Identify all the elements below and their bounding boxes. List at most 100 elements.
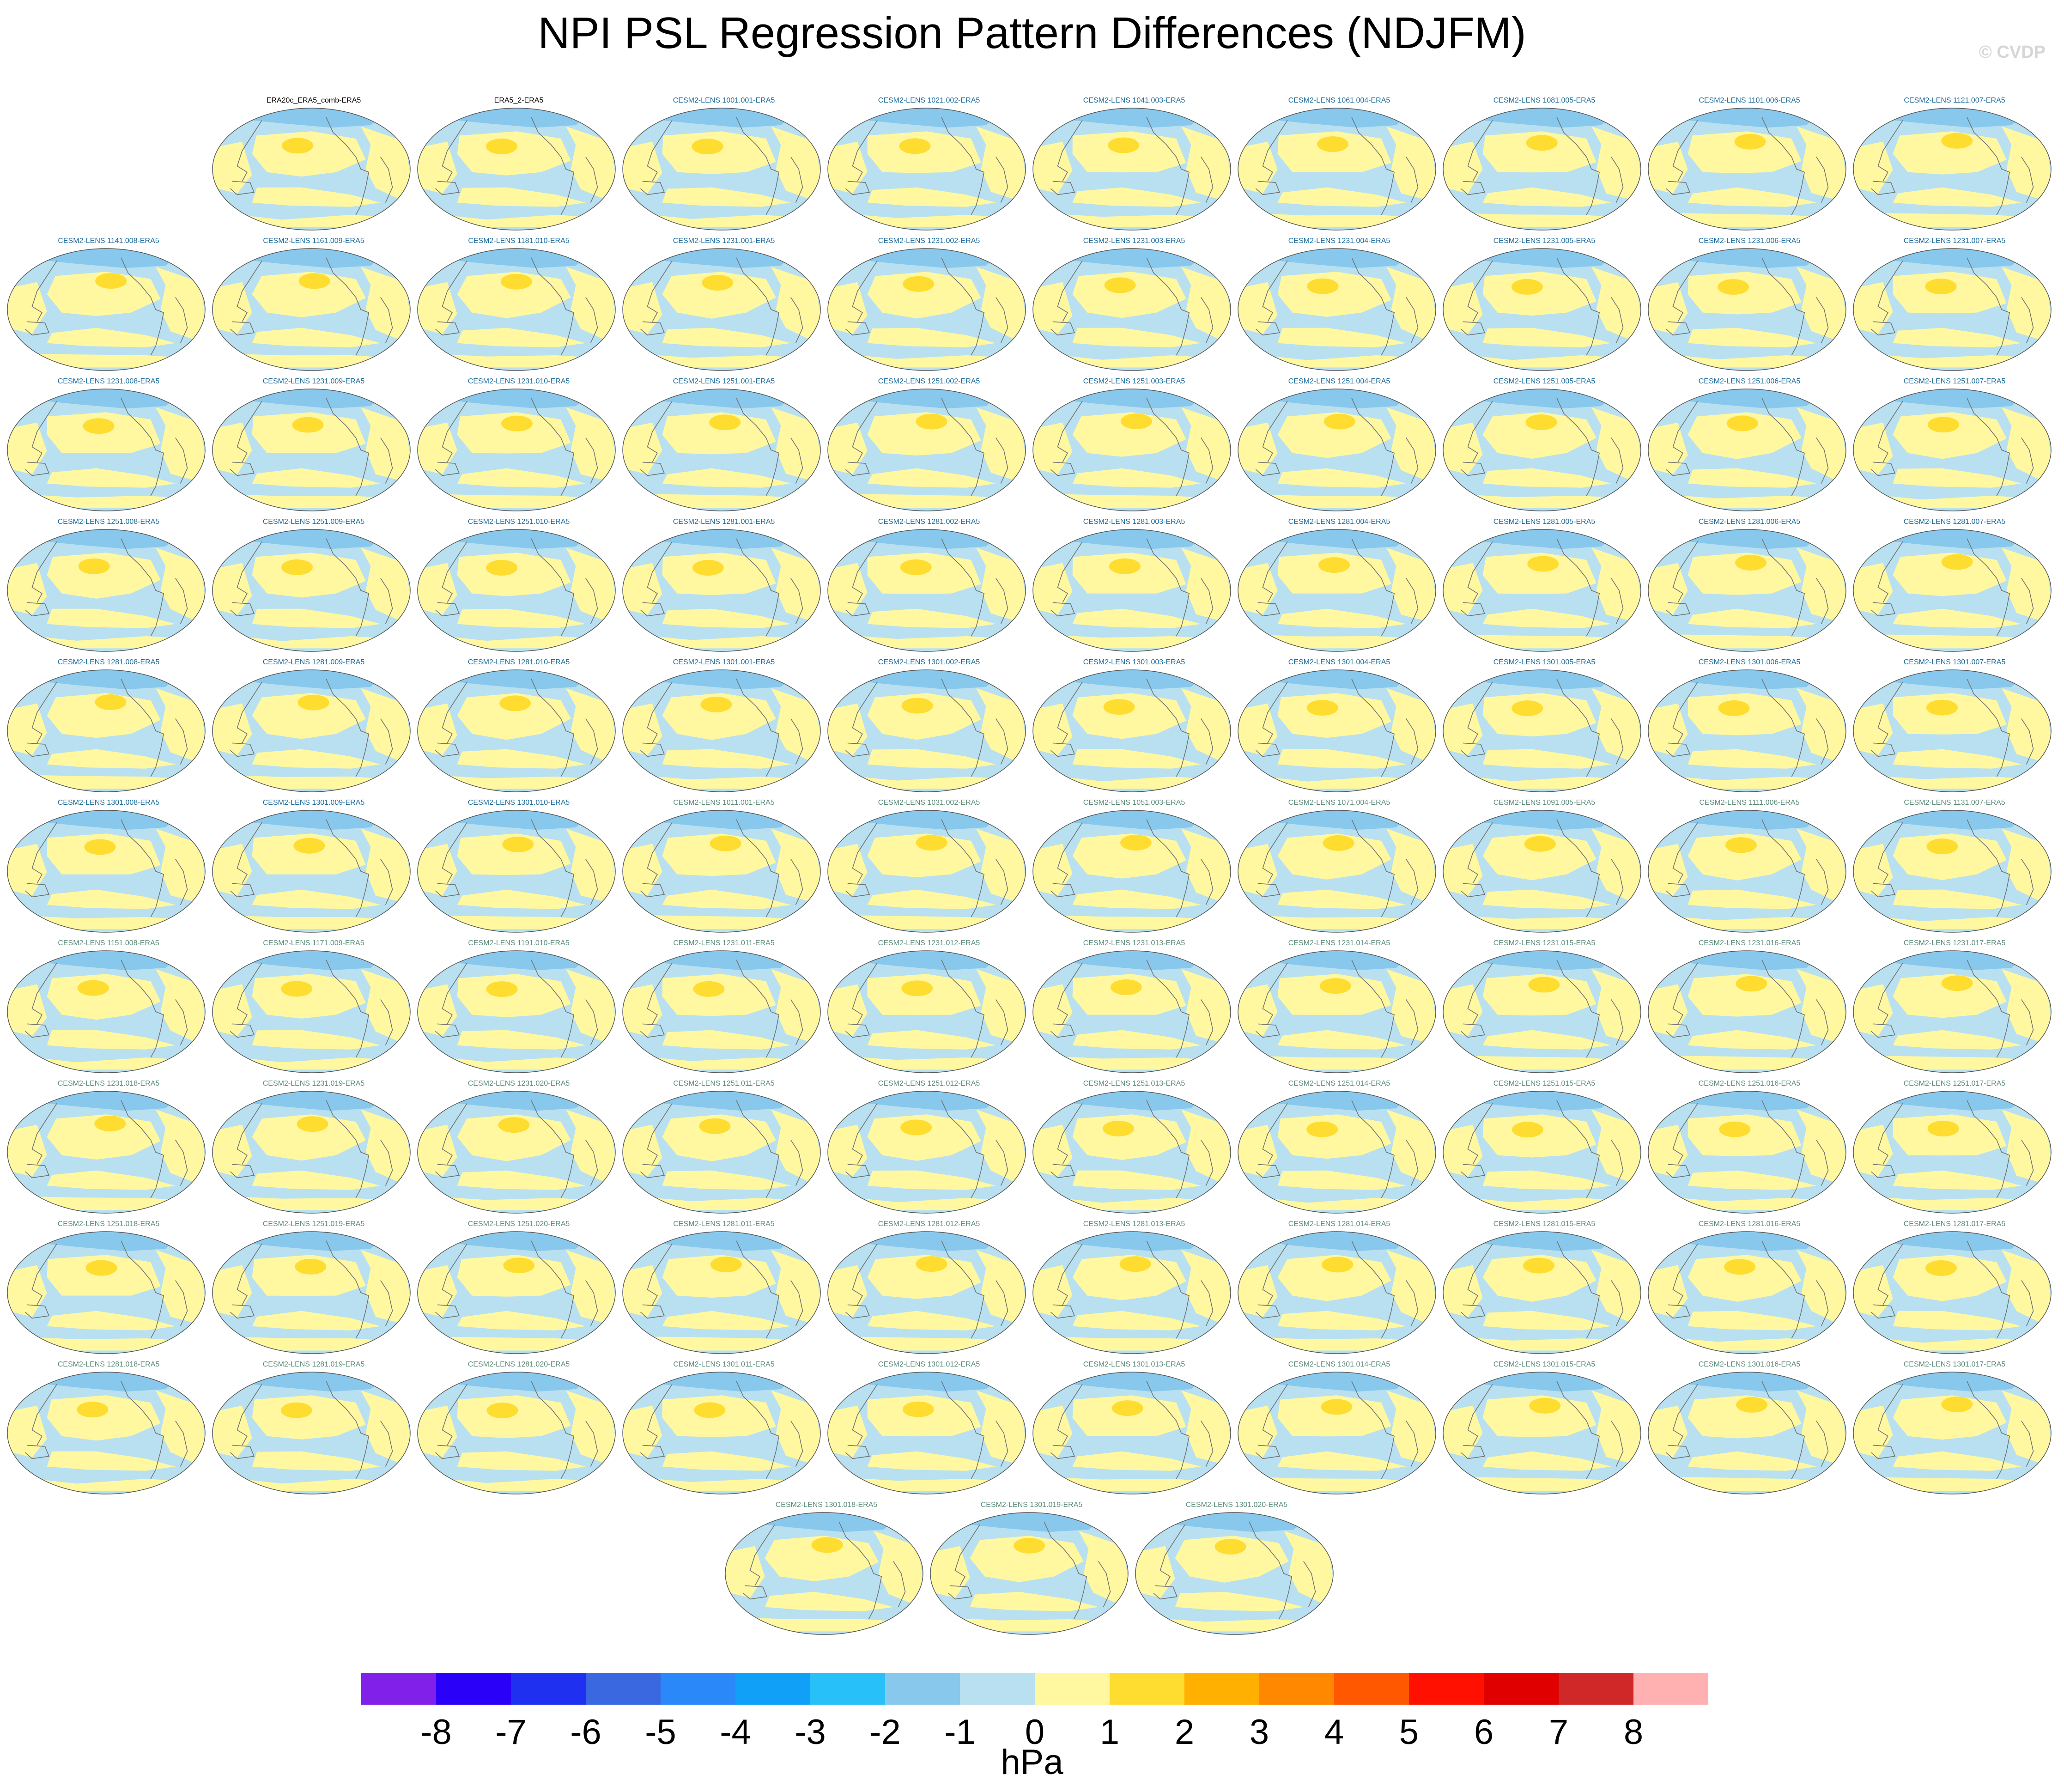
positive-anomaly-region [1072, 889, 1201, 909]
positive-anomaly-region [252, 1030, 381, 1050]
map-panel: CESM2-LENS 1281.020-ERA5 [417, 1359, 621, 1500]
coastline [996, 437, 1008, 484]
map-panel: CESM2-LENS 1231.004-ERA5 [1237, 235, 1441, 376]
map-panel: ERA5_2-ERA5 [417, 95, 621, 236]
panel-title: CESM2-LENS 1231.001-ERA5 [673, 237, 775, 245]
map-outline [417, 529, 616, 652]
north-pacific-maximum [1511, 279, 1543, 295]
north-pacific-maximum [1926, 838, 1958, 855]
panel-title: CESM2-LENS 1301.012-ERA5 [878, 1361, 980, 1368]
positive-anomaly-region [47, 328, 176, 347]
coastline [1672, 120, 1698, 182]
positive-anomaly-region [47, 608, 176, 628]
coastline [230, 742, 255, 757]
coastline [1761, 1381, 1805, 1479]
coastline [2021, 1421, 2034, 1467]
coastline [1870, 1304, 1896, 1319]
map-outline [1648, 1091, 1846, 1214]
positive-anomaly-region [1181, 126, 1231, 200]
regression-map [827, 669, 1026, 792]
map-panel: CESM2-LENS 1231.001-ERA5 [622, 235, 826, 376]
coastline [1556, 819, 1600, 917]
coastline [1467, 1384, 1493, 1446]
page-title: NPI PSL Regression Pattern Differences (… [538, 8, 1526, 58]
positive-anomaly-region [47, 749, 176, 769]
panel-title: CESM2-LENS 1301.007-ERA5 [1903, 658, 2006, 666]
panel-title: CESM2-LENS 1301.006-ERA5 [1698, 658, 1801, 666]
map-outline [1853, 1231, 2052, 1354]
panel-title: CESM2-LENS 1301.010-ERA5 [467, 799, 570, 807]
positive-anomaly-region [765, 1592, 893, 1611]
coastline [742, 1585, 768, 1600]
coastline [736, 679, 780, 777]
map-panel: CESM2-LENS 1001.001-ERA5 [622, 95, 826, 236]
positive-anomaly-region [252, 1451, 381, 1471]
coastline [175, 578, 188, 624]
map-panel: CESM2-LENS 1251.017-ERA5 [1852, 1078, 2057, 1219]
map-outline [1238, 1091, 1436, 1214]
positive-anomaly-region [1277, 1170, 1406, 1190]
positive-anomaly-region [1688, 833, 1802, 881]
positive-anomaly-region [457, 272, 571, 318]
coastline [647, 541, 673, 603]
positive-anomaly-region [1277, 1030, 1406, 1050]
positive-anomaly-region [1482, 1395, 1597, 1437]
positive-anomaly-region [2002, 267, 2051, 340]
positive-anomaly-region [867, 693, 981, 740]
regression-map [1648, 810, 1846, 933]
north-pacific-maximum [1110, 979, 1142, 995]
coastline [1967, 1240, 2010, 1339]
positive-anomaly-region [457, 1114, 571, 1161]
coastline [237, 1103, 262, 1165]
map-panel: CESM2-LENS 1281.008-ERA5 [6, 656, 211, 797]
map-panel: CESM2-LENS 1231.002-ERA5 [827, 235, 1031, 376]
coastline [1201, 157, 1214, 203]
map-panel: CESM2-LENS 1251.015-ERA5 [1442, 1078, 1646, 1219]
map-panel: CESM2-LENS 1231.012-ERA5 [827, 937, 1031, 1078]
map-panel: CESM2-LENS 1251.004-ERA5 [1237, 376, 1441, 516]
coastline [442, 401, 467, 462]
coastline [1967, 679, 2010, 777]
map-panel: CESM2-LENS 1281.001-ERA5 [622, 516, 826, 657]
panel-title: CESM2-LENS 1301.004-ERA5 [1288, 658, 1390, 666]
positive-anomaly-region [1893, 1255, 2007, 1301]
north-pacific-maximum [280, 1402, 312, 1418]
map-panel: CESM2-LENS 1191.010-ERA5 [417, 937, 621, 1078]
regression-map [212, 529, 411, 652]
north-pacific-maximum [1526, 135, 1558, 151]
positive-anomaly-region [1072, 1030, 1201, 1050]
regression-map [1032, 810, 1231, 933]
map-panel: CESM2-LENS 1301.002-ERA5 [827, 656, 1031, 797]
positive-anomaly-region [252, 1255, 366, 1296]
positive-anomaly-region [1688, 974, 1802, 1017]
coastline [1467, 1243, 1493, 1305]
coastline [442, 1103, 467, 1165]
north-pacific-maximum [292, 417, 324, 433]
map-outline [212, 389, 411, 511]
map-outline [212, 810, 411, 933]
regression-map [622, 389, 821, 511]
coastline [1050, 602, 1075, 617]
positive-anomaly-region [252, 1311, 381, 1330]
map-outline [622, 1091, 821, 1214]
positive-anomaly-region [457, 1311, 586, 1330]
coastline [1665, 883, 1691, 898]
map-panel: CESM2-LENS 1251.003-ERA5 [1032, 376, 1236, 516]
map-outline [1443, 108, 1641, 231]
north-pacific-maximum [94, 1116, 126, 1132]
positive-anomaly-region [1482, 131, 1597, 173]
map-outline [1853, 669, 2052, 792]
panel-title: CESM2-LENS 1281.007-ERA5 [1903, 518, 2006, 526]
panel-title: CESM2-LENS 1251.004-ERA5 [1288, 377, 1390, 385]
panel-title: CESM2-LENS 1301.015-ERA5 [1493, 1361, 1596, 1368]
panel-title: CESM2-LENS 1281.011-ERA5 [673, 1220, 775, 1228]
coastline [749, 1524, 775, 1586]
coastline [852, 1243, 878, 1305]
positive-anomaly-region [457, 1451, 586, 1471]
coastline [121, 1100, 164, 1198]
coastline [1870, 742, 1896, 757]
north-pacific-maximum [298, 273, 330, 289]
regression-map [417, 1372, 616, 1494]
positive-anomaly-region [1181, 547, 1231, 621]
map-outline [7, 810, 206, 933]
